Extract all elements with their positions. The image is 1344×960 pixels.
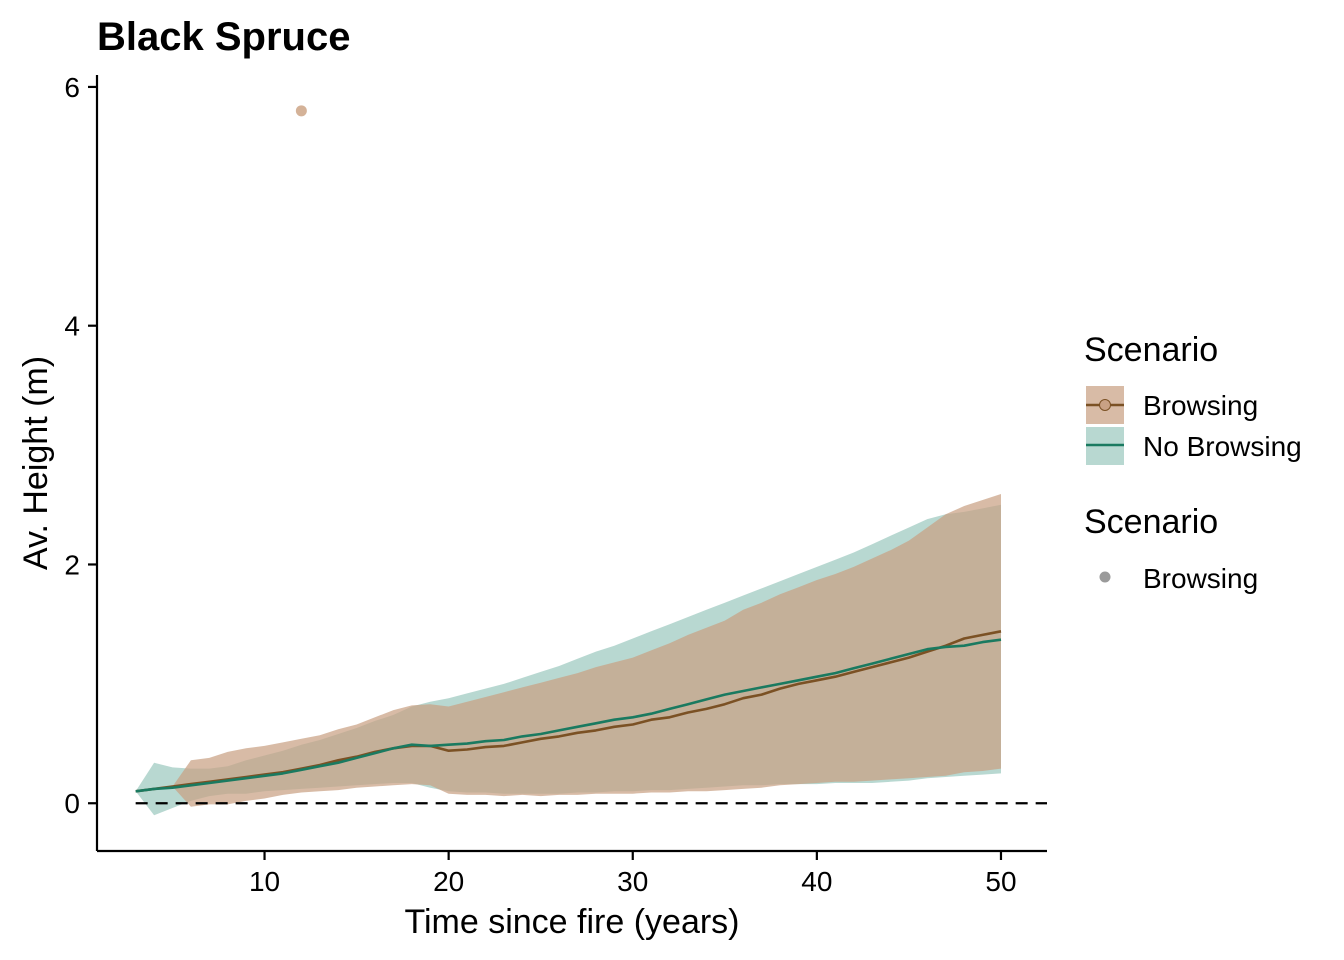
x-tick-label: 50	[985, 866, 1016, 897]
legend-label-no-browsing: No Browsing	[1143, 431, 1302, 462]
point-browsing	[295, 105, 307, 117]
plot-area	[135, 105, 1047, 816]
y-tick-label: 2	[64, 549, 80, 580]
y-axis-ticks: 0 2 4 6	[64, 72, 97, 819]
x-tick-label: 20	[433, 866, 464, 897]
ribbon-browsing	[135, 494, 1001, 807]
legend-label-browsing: Browsing	[1143, 390, 1258, 421]
x-axis-ticks: 10 20 30 40 50	[249, 851, 1017, 897]
x-tick-label: 40	[801, 866, 832, 897]
legend-label-points-browsing: Browsing	[1143, 563, 1258, 594]
legend-key-no-browsing	[1086, 427, 1124, 465]
chart-title: Black Spruce	[97, 15, 350, 59]
y-tick-label: 4	[64, 311, 80, 342]
legend: Scenario Browsing No Browsing Scenario B…	[1084, 331, 1302, 594]
legend-key-browsing	[1086, 386, 1124, 424]
series-points	[295, 105, 307, 117]
x-tick-label: 30	[617, 866, 648, 897]
axes: 10 20 30 40 50 0 2 4 6	[64, 72, 1047, 897]
ribbons	[135, 494, 1001, 816]
legend-dot-browsing	[1099, 399, 1111, 411]
x-axis-title: Time since fire (years)	[404, 903, 739, 941]
series-lines	[135, 630, 1002, 793]
legend-title-points: Scenario	[1084, 503, 1218, 541]
y-tick-label: 6	[64, 72, 80, 103]
line-no-browsing	[135, 638, 1002, 793]
y-tick-label: 0	[64, 788, 80, 819]
x-tick-label: 10	[249, 866, 280, 897]
y-axis-title: Av. Height (m)	[17, 356, 55, 570]
legend-title-fill: Scenario	[1084, 331, 1218, 369]
legend-dot-points-browsing	[1099, 571, 1111, 583]
